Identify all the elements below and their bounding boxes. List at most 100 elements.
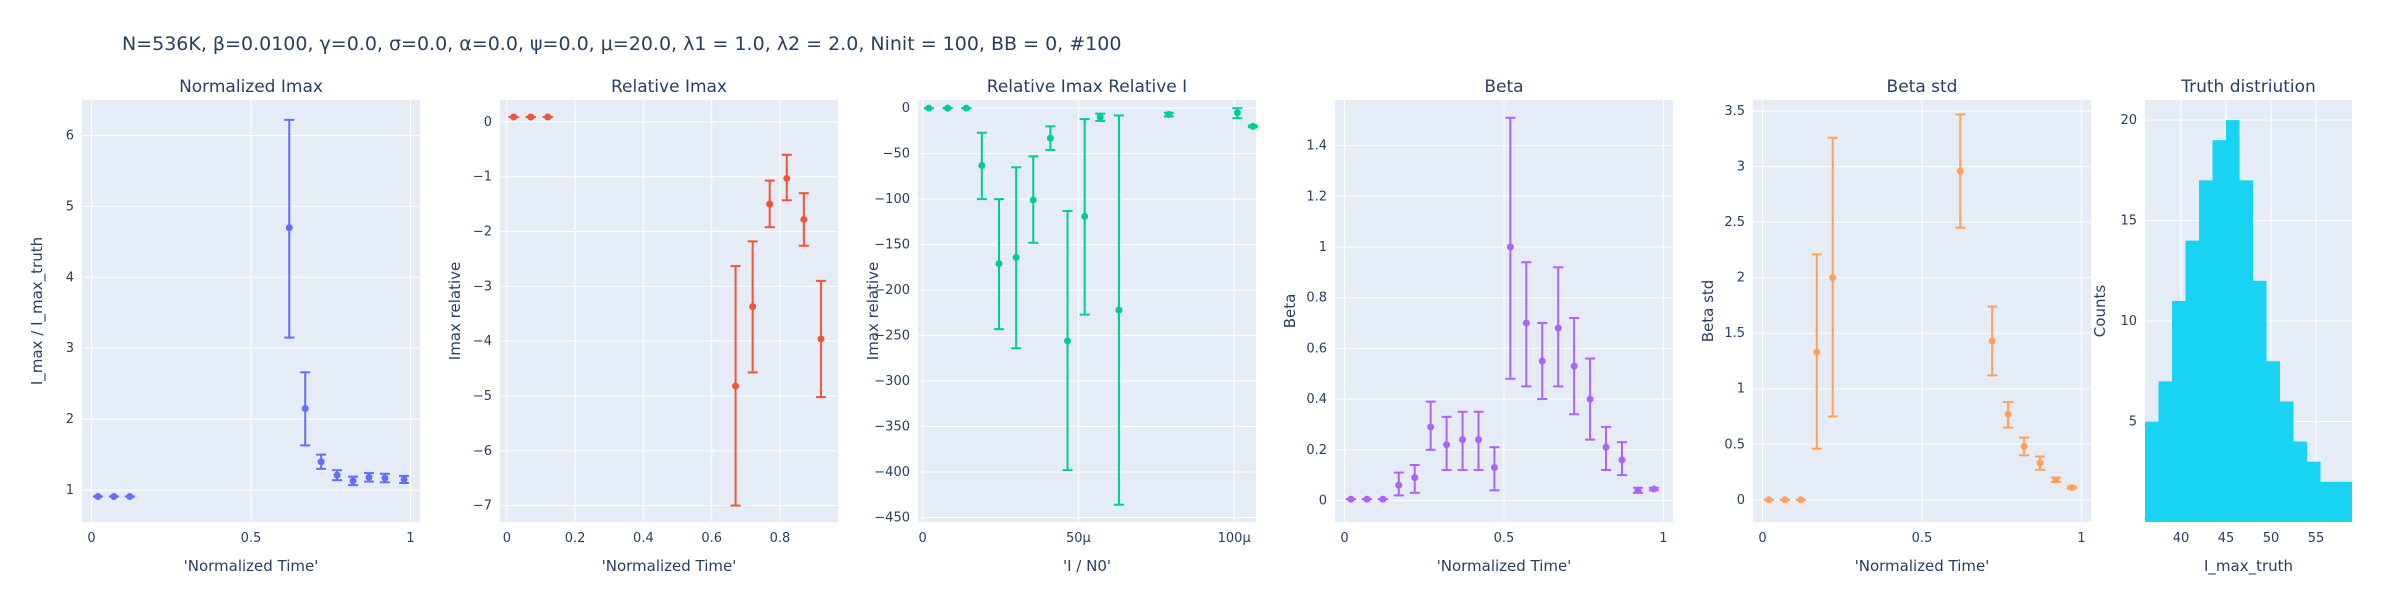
y-axis-label: Beta (1281, 294, 1299, 329)
data-point-group (1827, 136, 1838, 418)
histogram-bar (2334, 481, 2352, 522)
data-point-group (108, 492, 119, 500)
x-tick-label: 100μ (1218, 531, 1251, 546)
data-point (510, 113, 518, 121)
data-point (1634, 486, 1642, 494)
data-point-group (1616, 441, 1627, 477)
data-point (110, 492, 118, 500)
y-tick-label: 0.4 (1306, 392, 1327, 407)
y-tick-label: −450 (874, 510, 910, 525)
data-point-group (815, 279, 826, 399)
data-point-group (284, 118, 295, 339)
y-tick-label: 3.5 (1724, 104, 1745, 119)
subplot-title: Truth distriution (2180, 77, 2316, 97)
data-point (317, 458, 325, 466)
data-point-group (2050, 476, 2061, 484)
data-point-group (1779, 496, 1790, 504)
y-tick-label: 0.5 (1724, 437, 1745, 452)
data-point (1650, 485, 1658, 493)
data-point-group (1425, 400, 1436, 451)
data-point (94, 492, 102, 500)
histogram-bar (2320, 481, 2334, 522)
y-tick-label: −2 (473, 225, 492, 240)
data-point-group (730, 265, 741, 507)
data-point-group (92, 492, 103, 500)
data-point-group (124, 492, 135, 500)
y-tick-label: 3 (1737, 160, 1745, 175)
y-axis-label: I_max / I_max_truth (28, 237, 47, 385)
data-point (1474, 436, 1482, 444)
histogram-bar (2172, 300, 2186, 522)
histogram-bar (2307, 461, 2321, 522)
y-tick-label: −100 (874, 192, 910, 207)
subplot-title: Relative Imax Relative I (987, 77, 1187, 97)
subplot-1: 0 0.5 1 1 2 3 4 5 6 Normalized Imax 'Normalized Ti… (28, 77, 420, 575)
data-point (1554, 324, 1562, 332)
data-point (285, 224, 293, 232)
data-point-group (1811, 253, 1822, 450)
data-point (1506, 243, 1514, 251)
x-axis-label: 'Normalized Time' (1855, 557, 1990, 575)
subplot-2: 0 0.2 0.4 0.6 0.8 0 −1 −2 −3 −4 −5 −6 −7 Relative Ima… (446, 77, 838, 575)
data-point (978, 161, 986, 169)
histogram-bar (2145, 421, 2159, 522)
data-point (2020, 442, 2028, 450)
data-point-group (2003, 401, 2014, 429)
data-point-group (747, 240, 758, 374)
data-point (2036, 459, 2044, 467)
x-tick-label: 0.5 (1494, 531, 1515, 546)
subplot-title: Beta std (1887, 77, 1958, 97)
data-point (1813, 348, 1821, 356)
data-point (527, 113, 535, 121)
data-point-group (1505, 116, 1516, 380)
x-tick-label: 0.4 (633, 531, 654, 546)
data-point-group (1045, 125, 1056, 152)
data-point-group (976, 131, 987, 201)
data-point (1829, 274, 1837, 282)
y-tick-label: −400 (874, 465, 910, 480)
data-point (365, 473, 373, 481)
x-tick-label: 0.6 (701, 531, 722, 546)
y-tick-label: 1.5 (1724, 326, 1745, 341)
data-point (749, 303, 757, 311)
data-point-group (332, 469, 343, 482)
data-point-group (525, 113, 536, 121)
data-point-group (1441, 415, 1452, 472)
y-tick-label: 0 (1319, 493, 1327, 508)
data-point (944, 104, 952, 112)
x-axis-label: 'I / N0' (1063, 557, 1111, 575)
data-point-group (1163, 111, 1174, 119)
y-tick-label: 1.2 (1306, 189, 1327, 204)
data-point (1765, 496, 1773, 504)
histogram-bar (2280, 401, 2294, 522)
data-point-group (1113, 114, 1124, 506)
x-tick-label: 0 (1340, 531, 1348, 546)
x-tick-label: 0.5 (1912, 531, 1933, 546)
data-point (1379, 495, 1387, 503)
x-tick-label: 45 (2218, 531, 2235, 546)
data-point (1363, 495, 1371, 503)
data-point (1490, 464, 1498, 472)
y-tick-label: −350 (874, 420, 910, 435)
data-point (544, 113, 552, 121)
y-tick-label: 0.2 (1306, 443, 1327, 458)
data-point-group (1955, 113, 1966, 229)
histogram-bar (2266, 361, 2280, 522)
data-point-group (1457, 410, 1468, 472)
data-point-group (1247, 122, 1258, 130)
data-point (2068, 484, 2076, 492)
y-tick-label: 6 (66, 128, 74, 143)
histogram-bar (2293, 441, 2307, 522)
data-point (381, 474, 389, 482)
data-point-group (923, 104, 934, 112)
histogram-bar (2185, 240, 2199, 522)
x-tick-label: 0.5 (241, 531, 262, 546)
data-point (1570, 362, 1578, 370)
x-tick-label: 50 (2263, 531, 2280, 546)
data-point-group (993, 198, 1004, 331)
data-point (400, 475, 408, 483)
data-point (1459, 436, 1467, 444)
data-point (2052, 476, 2060, 484)
data-point (1347, 495, 1355, 503)
